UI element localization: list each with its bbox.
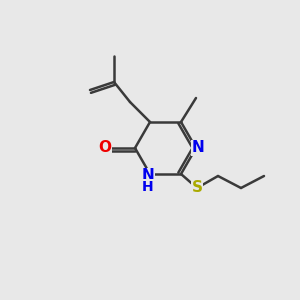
Text: N: N	[192, 140, 204, 155]
Text: O: O	[98, 140, 112, 155]
Text: H: H	[142, 180, 154, 194]
Text: N: N	[142, 169, 154, 184]
Text: S: S	[191, 181, 203, 196]
